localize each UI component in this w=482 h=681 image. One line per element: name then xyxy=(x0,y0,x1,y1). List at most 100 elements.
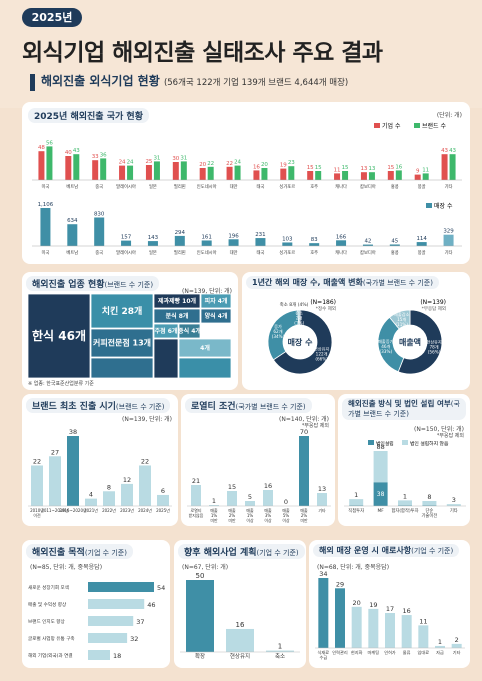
x-tick-label: 기술이전 xyxy=(421,512,437,519)
industry-source: ※ 업종: 한국표준산업분류 기준 xyxy=(28,381,94,387)
x-tick-label: 미만 xyxy=(300,517,308,523)
label-companies: 22 xyxy=(226,161,233,167)
country-panel: 2025년 해외진출 국가 현황 (단위: 개) 기업 수 브랜드 수 48 56 미국… xyxy=(22,102,470,264)
label-stores: 143 xyxy=(148,235,159,241)
bar-value: 1 xyxy=(212,497,216,505)
label-companies: 19 xyxy=(280,163,287,169)
bar-value: 0 xyxy=(284,498,288,506)
bar-brands xyxy=(449,154,456,180)
x-tick-label: 2011~2019년 xyxy=(41,507,69,513)
label-brands: 31 xyxy=(180,155,187,161)
treemap-tile-분식 xyxy=(153,308,201,324)
country-title: 2025년 해외진출 국가 현황 xyxy=(28,108,149,123)
bar xyxy=(401,615,412,648)
label-brands: 24 xyxy=(234,160,241,166)
x-tick-label: 매출 xyxy=(300,507,308,513)
pie-slice-현상유지 xyxy=(397,309,443,375)
treemap-tile-주점 xyxy=(153,323,179,339)
first-entry-title-sub: (브랜드 수 기준) xyxy=(115,403,165,411)
x-tick-label: 마케팅 xyxy=(368,649,380,656)
bar-nocorp xyxy=(398,500,412,506)
legend-swatch-corp xyxy=(368,440,374,445)
bar-value: 19 xyxy=(369,601,377,609)
label-brands: 56 xyxy=(46,140,53,146)
purpose-title-text: 해외진출 목적 xyxy=(32,548,85,558)
sales-pies: (N=186)*정수 제외현상유지122개(66%)증가62개(34%)감소2개… xyxy=(267,299,446,375)
bar-brands xyxy=(395,170,402,180)
bar-nocorp xyxy=(373,451,388,483)
plan-title-text: 향후 해외사업 계획 xyxy=(184,548,257,558)
label-brands: 15 xyxy=(342,165,349,171)
treemap-label: 분식 8개 xyxy=(166,312,189,320)
plan-title: 향후 해외사업 계획(기업 수 기준) xyxy=(178,544,305,559)
pie-slice-label: 2개 xyxy=(296,315,303,322)
bar-brands xyxy=(422,173,429,180)
first-entry-title-text: 브랜드 최초 진출 시기 xyxy=(32,402,116,412)
x-tick-label: 2010년 xyxy=(30,507,44,513)
industry-panel: 해외진출 업종 현황(브랜드 수 기준) (N=139, 단위: 개) 한식 4… xyxy=(22,272,238,390)
treemap-label: 중식 4개 xyxy=(178,327,201,335)
bar-total-label: 1 xyxy=(354,491,358,499)
label-companies: 40 xyxy=(65,150,72,156)
bar xyxy=(368,608,379,648)
pie-slice-label: (11%) xyxy=(395,322,408,327)
x-tick-label: 로열티 xyxy=(190,507,201,513)
pie-slice-감소 xyxy=(389,309,411,330)
label-stores: 161 xyxy=(201,234,212,240)
pie-slice-label: 현상유지 xyxy=(426,339,442,346)
treemap-tile-피자 xyxy=(200,293,232,309)
sales-panel: 1년간 해외 매장 수, 매출액 변화(국가별 브랜드 수 기준) (N=186… xyxy=(242,272,470,390)
y-tick-label: 글로벌 사업망 유통 구축 xyxy=(28,635,75,642)
purpose-title: 해외진출 목적(기업 수 기준) xyxy=(26,544,133,559)
treemap-tile-양식 xyxy=(200,308,232,324)
label-brands: 31 xyxy=(153,155,160,161)
x-tick-label: 일본 xyxy=(149,249,157,256)
bar xyxy=(121,483,133,506)
label-stores: 329 xyxy=(443,229,454,235)
y-tick-label: 새로운 성장기회 모색 xyxy=(28,584,69,591)
bar-companies xyxy=(253,170,260,180)
x-tick-label: 호주 xyxy=(310,184,318,190)
label-stores: 45 xyxy=(391,238,398,244)
x-tick-label: 기타 xyxy=(445,249,453,256)
treemap-tile-제과제빵 xyxy=(153,293,201,309)
treemap-tile-커피전문점 xyxy=(90,328,154,358)
bar-value: 46 xyxy=(147,601,155,609)
x-tick-label: 몽골 xyxy=(418,250,426,256)
bar xyxy=(226,628,254,652)
label-brands: 13 xyxy=(368,166,375,172)
label-companies: 20 xyxy=(199,162,206,168)
bar-stores xyxy=(147,241,158,246)
x-tick-label: 직접투자 xyxy=(348,507,364,514)
method-title-sub: (국가별 브랜드 수 기준) xyxy=(348,400,460,418)
x-tick-label: 매출 xyxy=(228,507,236,513)
treemap-label: 한식 46개 xyxy=(32,328,86,343)
bar xyxy=(435,645,445,648)
industry-title: 해외진출 업종 현황(브랜드 수 기준) xyxy=(26,276,160,291)
bar xyxy=(88,616,134,626)
bar-brands xyxy=(127,165,134,180)
bar-stores xyxy=(389,244,400,246)
purpose-chart: 새로운 성장기회 모색 54 매출 및 수익성 향상 46 브랜드 인지도 향상 37 글로… xyxy=(28,582,165,660)
pie-n: (N=186) xyxy=(310,299,336,306)
label-companies: 16 xyxy=(253,164,260,170)
bar-brands xyxy=(73,154,80,180)
bar-corp xyxy=(349,505,364,506)
method-panel: 해외진출 방식 및 법인 설립 여부(국가별 브랜드 수 기준) (N=150,… xyxy=(338,394,470,526)
treemap-label: 양식 4개 xyxy=(205,312,228,320)
bar-value: 4 xyxy=(89,491,93,499)
legend-label-corp: 법인설립 xyxy=(376,440,394,447)
pie-slice-label: 증가 xyxy=(274,323,282,330)
x-tick-label: 2% xyxy=(229,513,236,518)
bar xyxy=(227,491,237,506)
bar-total-label: 88 xyxy=(376,443,384,451)
x-tick-label: 2016~2020년 xyxy=(59,507,87,513)
treemap-tile-중식 xyxy=(178,323,201,339)
x-tick-label: 2% xyxy=(301,513,308,518)
bar-companies xyxy=(92,160,99,180)
bar-stores xyxy=(309,243,320,246)
royalty-chart: 21로열티받지않음1매출1%미만15매출2%미만5매출1%이상16매출3%이상0… xyxy=(187,428,331,523)
legend-swatch-companies xyxy=(374,123,380,128)
bar-companies xyxy=(226,166,233,180)
